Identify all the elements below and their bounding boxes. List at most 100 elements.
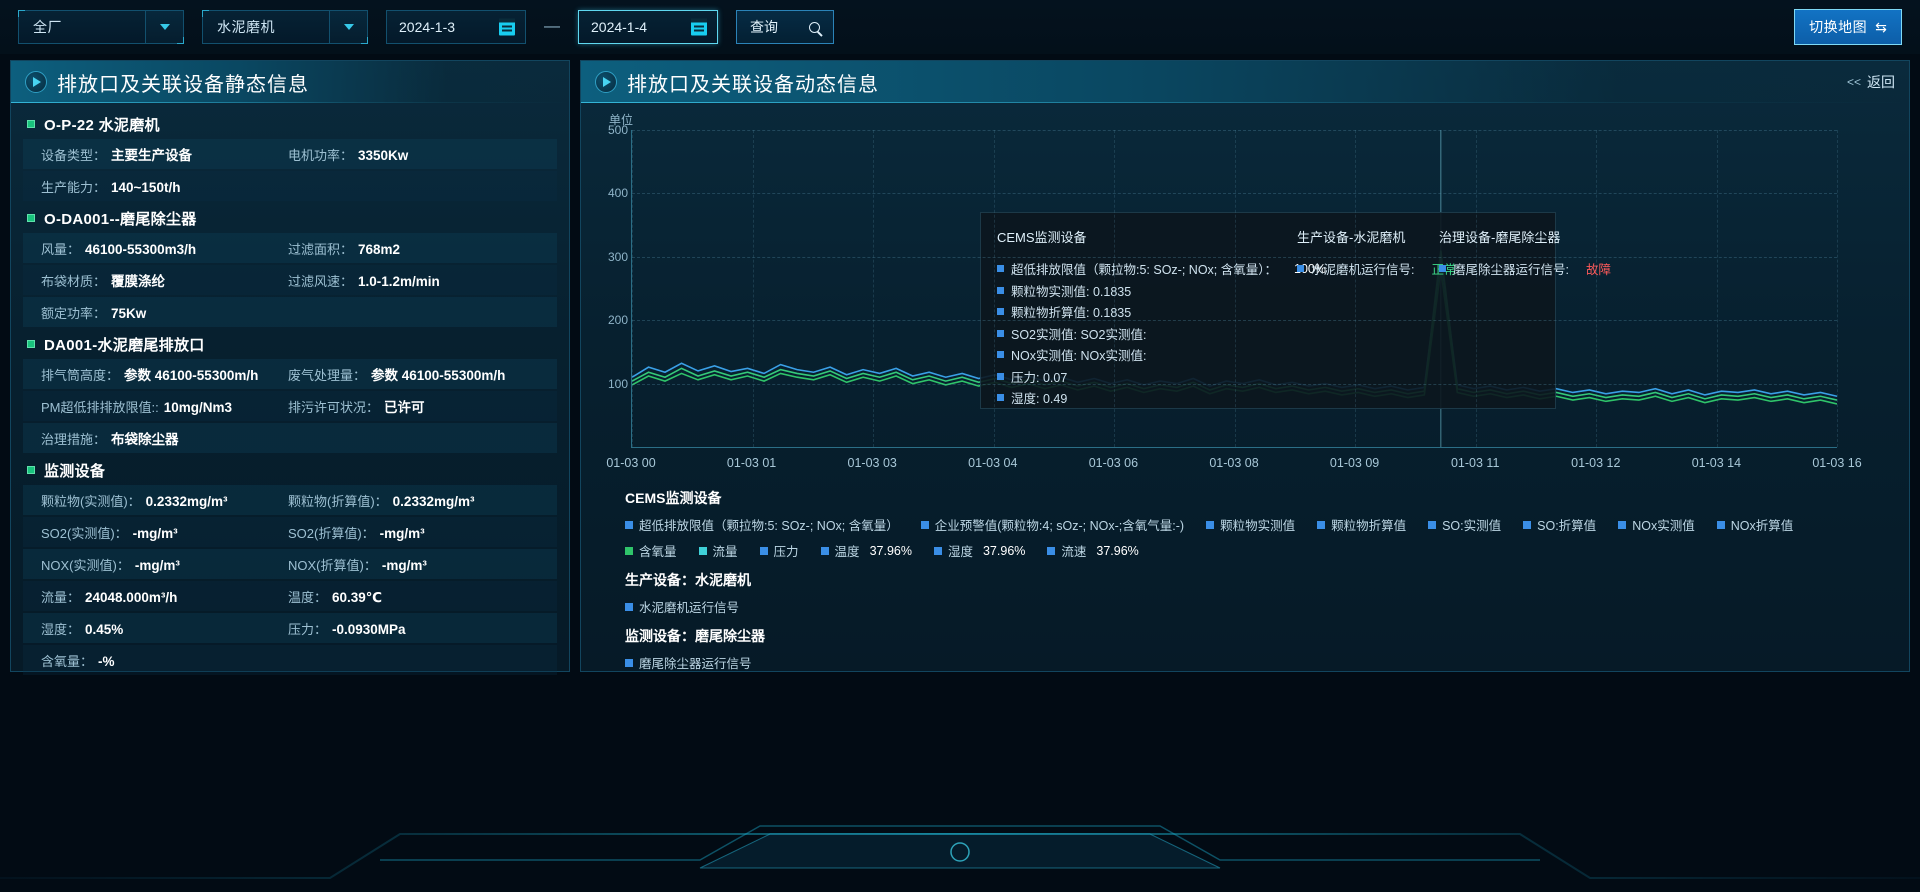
date-start-value: 2024-1-3: [399, 19, 456, 35]
info-row: 颗粒物(实测值)： 0.2332mg/m³ 颗粒物(折算值)： 0.2332mg/m³: [23, 485, 557, 515]
chart-x-tick: 01-03 14: [1691, 456, 1742, 470]
chart-x-tick: 01-03 11: [1450, 456, 1500, 470]
legend-item[interactable]: NOx折算值: [1716, 515, 1794, 534]
group-title: DA001-水泥磨尾排放口: [44, 336, 205, 354]
info-value: -0.0930MPa: [332, 621, 406, 637]
info-value: 24048.000m³/h: [85, 589, 178, 605]
legend-item[interactable]: 流量: [698, 541, 738, 560]
legend-label: 磨尾除尘器运行信号: [639, 657, 752, 671]
info-row: 布袋材质： 覆膜涤纶 过滤风速： 1.0-1.2m/min: [23, 265, 557, 295]
legend-item[interactable]: 温度 37.96%: [820, 541, 912, 560]
info-row: 额定功率： 75Kw: [23, 297, 557, 327]
tooltip-row: 超低排放限值（颗拉物:5: SOz-; NOx; 含氧量）： 100%: [997, 258, 1326, 280]
legend-row: 水泥磨机运行信号: [625, 597, 1865, 616]
info-key: 设备类型：: [41, 148, 107, 163]
tooltip-bullet-icon: [1439, 265, 1446, 273]
chart-y-tick: 500: [607, 123, 628, 137]
info-row: 湿度： 0.45% 压力： -0.0930MPa: [23, 613, 557, 643]
info-cell: 废气处理量： 参数 46100-55300m/h: [288, 364, 505, 384]
chevron-down-glyph: [159, 24, 170, 30]
legend-item[interactable]: SO:折算值: [1523, 515, 1596, 534]
legend-item[interactable]: 压力: [759, 541, 799, 560]
play-icon: [595, 71, 617, 93]
chevron-down-icon[interactable]: [329, 11, 367, 43]
legend-label: NOx折算值: [1730, 519, 1794, 533]
info-row: NOX(实测值)： -mg/m³ NOX(折算值)： -mg/m³: [23, 549, 557, 579]
info-row: 流量： 24048.000m³/h 温度： 60.39℃: [23, 581, 557, 611]
device-select[interactable]: 水泥磨机: [202, 10, 368, 44]
chart-vertical-gridline: [1475, 130, 1477, 447]
tooltip-row: 磨尾除尘器运行信号: 故障: [1439, 258, 1611, 280]
group-header: O-DA001--磨尾除尘器: [23, 203, 557, 233]
legend-item[interactable]: 颗粒物实测值: [1206, 515, 1295, 534]
back-button[interactable]: << 返回: [1847, 72, 1895, 92]
chart-vertical-gridline: [993, 130, 995, 447]
legend-item[interactable]: 颗粒物折算值: [1317, 515, 1406, 534]
date-end-input[interactable]: 2024-1-4: [578, 10, 718, 44]
group-title: O-P-22 水泥磨机: [44, 116, 160, 134]
group-bullet-icon: [27, 214, 35, 222]
chevron-down-icon[interactable]: [145, 11, 183, 43]
info-key: 废气处理量：: [288, 368, 367, 383]
chart-plot-area[interactable]: CEMS监测设备 超低排放限值（颗拉物:5: SOz-; NOx; 含氧量）： 1…: [608, 123, 1838, 448]
legend-swatch-icon: [920, 520, 929, 529]
calendar-icon[interactable]: [499, 18, 515, 36]
info-row: 治理措施： 布袋除尘器: [23, 423, 557, 453]
query-button[interactable]: 查询: [736, 10, 834, 44]
legend-item[interactable]: 超低排放限值（颗拉物:5: SOz-; NOx; 含氧量）: [625, 515, 899, 534]
chart-y-tick: 100: [607, 376, 628, 391]
info-key: 治理措施：: [41, 432, 107, 447]
info-cell: 含氧量： -%: [41, 651, 288, 670]
swap-icon: ⇆: [1875, 19, 1887, 35]
info-key: 流量：: [41, 589, 81, 605]
tooltip-cems-title: CEMS监测设备: [997, 230, 1087, 245]
chart-vertical-gridline: [1114, 130, 1115, 447]
info-value: 布袋除尘器: [111, 432, 179, 447]
info-value: 1.0-1.2m/min: [358, 273, 440, 289]
info-value: 140~150t/h: [111, 179, 181, 195]
chart-legend: CEMS监测设备 超低排放限值（颗拉物:5: SOz-; NOx; 含氧量） 企业预…: [599, 474, 1885, 672]
legend-label: SO:实测值: [1442, 519, 1502, 533]
legend-item[interactable]: SO:实测值: [1428, 515, 1501, 534]
legend-swatch-icon: [625, 658, 633, 667]
legend-item[interactable]: 湿度 37.96%: [933, 541, 1025, 560]
legend-label: 企业预警值(颗粒物:4; sOz-; NOx-;含氧气量:-): [934, 519, 1185, 533]
legend-label: NOx实测值: [1632, 519, 1695, 533]
info-cell: 流量： 24048.000m³/h: [41, 587, 288, 606]
info-value: 768m2: [358, 241, 401, 257]
info-key: SO2(实测值)：: [41, 525, 128, 541]
info-cell: 电机功率： 3350Kw: [288, 145, 408, 164]
info-value: 10mg/Nm3: [163, 399, 233, 415]
tooltip-bullet-icon: [997, 265, 1004, 273]
chart-x-axis: 01-03 00 01-03 01 01-03 03 01-03 04 01-03 06…: [606, 448, 1861, 474]
legend-item[interactable]: 企业预警值(颗粒物:4; sOz-; NOx-;含氧气量:-): [920, 515, 1185, 534]
legend-swatch-icon: [1716, 520, 1725, 529]
chart-container: 单位 CEMS监测设备 超低排放限值（颗拉物:5: SOz-; NOx; 含氧量…: [581, 103, 1909, 672]
chart-x-tick: 01-03 00: [606, 456, 656, 470]
legend-swatch-icon: [759, 546, 768, 555]
legend-item[interactable]: 含氧量: [625, 541, 677, 560]
legend-group-title: 监测设备：磨尾除尘器: [625, 628, 765, 644]
chart-vertical-gridline: [1234, 130, 1236, 447]
tooltip-label: 颗粒物折算值: 0.1835: [1011, 306, 1132, 321]
switch-map-button[interactable]: 切换地图 ⇆: [1794, 9, 1902, 45]
dynamic-info-panel-title: 排放口及关联设备动态信息: [627, 73, 879, 96]
legend-swatch-icon: [1047, 546, 1056, 555]
legend-label: 颗粒物折算值: [1331, 519, 1407, 533]
chart-vertical-gridline: [1837, 130, 1838, 447]
corner-decoration: [202, 10, 209, 17]
chart-vertical-gridline: [752, 130, 754, 447]
legend-item[interactable]: 流速 37.96%: [1047, 541, 1139, 560]
calendar-icon[interactable]: [691, 18, 707, 36]
chart-y-tick: 300: [607, 249, 628, 264]
legend-item[interactable]: NOx实测值: [1618, 515, 1695, 534]
info-row: 设备类型： 主要生产设备 电机功率： 3350Kw: [23, 139, 557, 169]
tooltip-label: 压力: 0.07: [1011, 370, 1068, 385]
legend-item[interactable]: 磨尾除尘器运行信号: [625, 653, 752, 672]
date-start-input[interactable]: 2024-1-3: [386, 10, 526, 44]
tooltip-bullet-icon: [997, 286, 1004, 294]
legend-item[interactable]: 水泥磨机运行信号: [625, 597, 739, 616]
tooltip-bullet-icon: [997, 372, 1004, 380]
info-key: 颗粒物(实测值)：: [41, 493, 141, 509]
plant-select[interactable]: 全厂: [18, 10, 184, 44]
